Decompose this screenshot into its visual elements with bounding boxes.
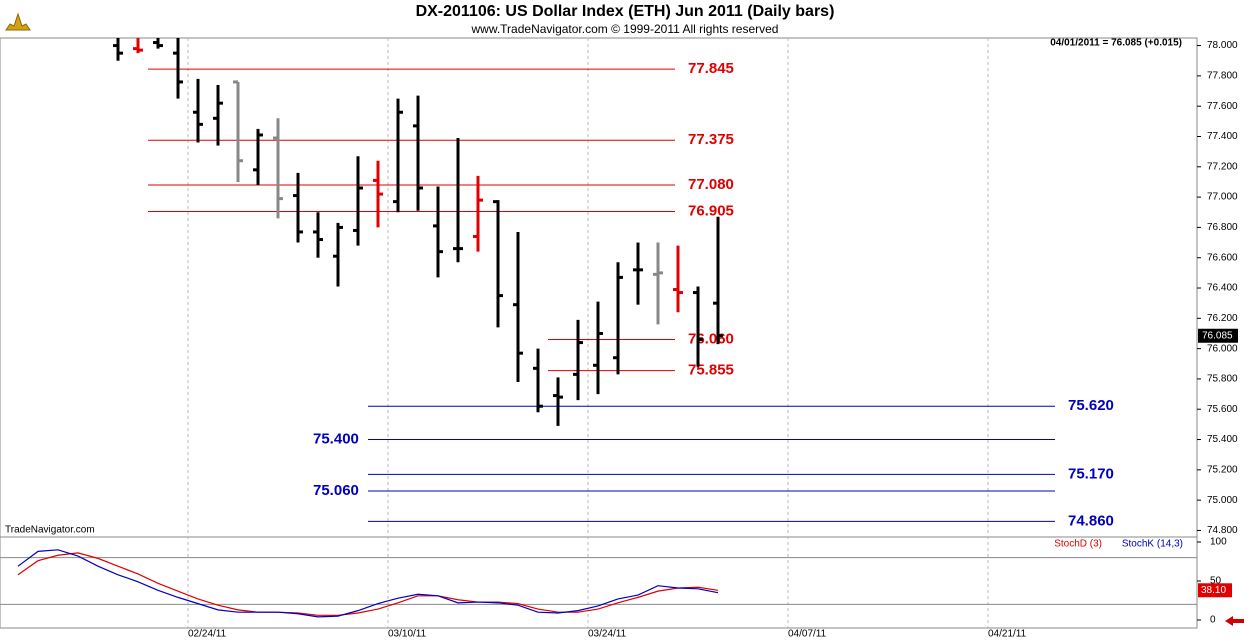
bars — [113, 38, 723, 426]
y-tick-label: 77.400 — [1207, 131, 1238, 142]
y-tick-label: 100 — [1210, 537, 1227, 548]
last-price-box — [1198, 328, 1238, 343]
y-tick-label: 77.200 — [1207, 161, 1238, 172]
chart-subtitle: www.TradeNavigator.com © 1999-2011 All r… — [471, 22, 779, 36]
logo-icon — [5, 12, 31, 31]
x-tick-label: 02/24/11 — [188, 629, 227, 640]
watermark: TradeNavigator.com — [5, 525, 95, 536]
last-price-label: 76.085 — [1202, 330, 1233, 341]
level-label: 75.620 — [1068, 397, 1114, 414]
y-tick-label: 76.000 — [1207, 343, 1238, 354]
level-label: 74.860 — [1068, 512, 1114, 529]
level-label: 75.170 — [1068, 465, 1114, 482]
level-label: 77.375 — [688, 131, 734, 148]
y-tick-label: 76.800 — [1207, 222, 1238, 233]
level-label: 75.400 — [313, 431, 359, 448]
y-tick-label: 75.800 — [1207, 374, 1238, 385]
level-label: 76.060 — [688, 331, 734, 348]
level-label: 77.080 — [688, 176, 734, 193]
y-tick-label: 50 — [1210, 576, 1222, 587]
level-label: 76.905 — [688, 202, 734, 219]
last-value-label: 38.10 — [1201, 585, 1226, 596]
y-tick-label: 0 — [1210, 615, 1216, 626]
x-tick-label: 04/21/11 — [988, 629, 1027, 640]
x-tick-label: 03/24/11 — [588, 629, 627, 640]
y-tick-label: 76.200 — [1207, 313, 1238, 324]
x-tick-label: 04/07/11 — [788, 629, 827, 640]
stoch-line — [17, 552, 719, 616]
x-tick-label: 03/10/11 — [388, 629, 427, 640]
scroll-arrow[interactable] — [1225, 616, 1244, 626]
legend-label: StochK (14,3) — [1122, 539, 1183, 550]
y-tick-label: 78.000 — [1207, 40, 1238, 51]
y-tick-label: 75.000 — [1207, 495, 1238, 506]
level-label: 75.855 — [688, 362, 734, 379]
y-tick-label: 77.800 — [1207, 71, 1238, 82]
y-tick-label: 76.600 — [1207, 252, 1238, 263]
y-tick-label: 77.000 — [1207, 192, 1238, 203]
y-tick-label: 75.600 — [1207, 404, 1238, 415]
level-label: 77.845 — [688, 60, 734, 77]
y-tick-label: 74.800 — [1207, 525, 1238, 536]
chart-title: DX-201106: US Dollar Index (ETH) Jun 201… — [416, 3, 835, 20]
y-tick-label: 77.600 — [1207, 101, 1238, 112]
y-tick-label: 76.400 — [1207, 283, 1238, 294]
header-quote: 04/01/2011 = 76.085 (+0.015) — [1050, 38, 1182, 49]
plot-frame — [0, 37, 1198, 629]
legend-label: StochD (3) — [1054, 539, 1102, 550]
stoch-line — [17, 549, 719, 618]
last-value-box — [1198, 583, 1232, 598]
level-label: 75.060 — [313, 482, 359, 499]
y-tick-label: 75.400 — [1207, 434, 1238, 445]
y-tick-label: 75.200 — [1207, 464, 1238, 475]
